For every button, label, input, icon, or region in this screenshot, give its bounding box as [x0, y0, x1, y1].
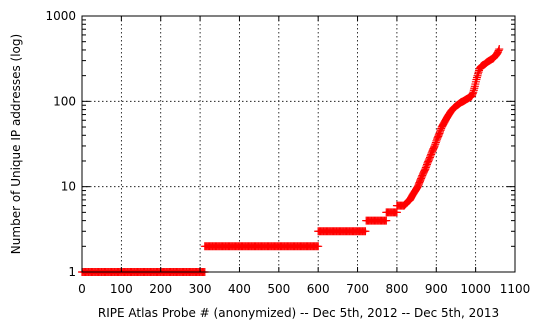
- x-tick-label: 800: [385, 282, 408, 296]
- x-tick-label: 1100: [500, 282, 531, 296]
- x-tick-label: 200: [149, 282, 172, 296]
- axis-ticks: 0 100 200 300 400 500 600 700 800 900 1000 1100 1 10 1…: [45, 9, 530, 296]
- plot-frame: [81, 15, 516, 273]
- x-tick-label: 700: [346, 282, 369, 296]
- x-tick-label: 0: [78, 282, 86, 296]
- x-tick-label: 600: [307, 282, 330, 296]
- y-tick-label: 100: [53, 94, 76, 108]
- y-tick-label: 1: [68, 265, 76, 279]
- y-tick-label: 1000: [45, 9, 76, 23]
- data-point: [392, 208, 401, 217]
- x-tick-label: 300: [189, 282, 212, 296]
- data-point: [314, 242, 323, 251]
- x-tick-label: 400: [228, 282, 251, 296]
- data-point: [495, 45, 504, 54]
- x-axis-label: RIPE Atlas Probe # (anonymized) -- Dec 5…: [98, 306, 499, 320]
- x-tick-label: 100: [110, 282, 133, 296]
- y-tick-label: 10: [61, 180, 76, 194]
- y-axis-label: Number of Unique IP addresses (log): [9, 34, 23, 254]
- x-tick-label: 500: [267, 282, 290, 296]
- data-point: [361, 227, 370, 236]
- data-point: [382, 216, 391, 225]
- x-tick-label: 1000: [460, 282, 491, 296]
- x-tick-label: 900: [425, 282, 448, 296]
